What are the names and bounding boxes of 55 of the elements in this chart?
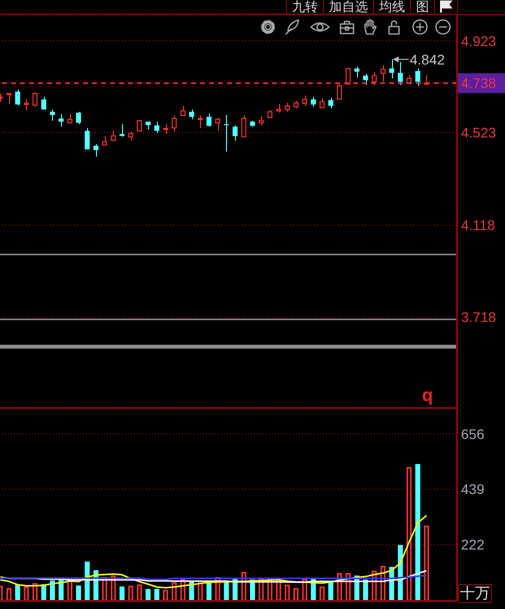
y-tick-label: 656	[461, 426, 485, 442]
candlestick	[189, 109, 194, 120]
candlestick	[84, 128, 90, 150]
bar	[15, 584, 20, 601]
candlestick	[154, 121, 160, 134]
bar	[424, 526, 429, 601]
bar	[406, 467, 412, 601]
bar	[136, 584, 142, 601]
candlestick	[354, 66, 360, 78]
y-tick-label: 4.523	[461, 124, 496, 140]
annotation: 图	[416, 0, 429, 14]
candlestick	[41, 96, 46, 110]
bar	[154, 588, 160, 601]
bar	[320, 586, 325, 601]
annotation: 九转	[292, 0, 318, 14]
bar	[302, 578, 308, 601]
annotation: 加自选	[329, 0, 368, 14]
bar	[163, 590, 168, 601]
candlestick	[363, 74, 368, 86]
bar	[415, 464, 420, 601]
candlestick	[15, 88, 20, 106]
candlestick	[93, 144, 98, 158]
candlestick	[232, 125, 238, 142]
y-tick-label: 4.923	[461, 32, 496, 49]
candlestick	[310, 96, 316, 108]
candlestick	[76, 111, 82, 125]
candlestick	[50, 109, 55, 122]
annotation: 均线	[379, 0, 405, 14]
line-series	[0, 570, 428, 583]
y-tick-label: 439	[461, 481, 485, 498]
bar	[120, 586, 125, 601]
bar	[284, 584, 290, 601]
bar	[128, 586, 134, 601]
candlestick	[224, 114, 229, 152]
candlestick	[398, 61, 403, 86]
candlestick	[415, 68, 420, 87]
y-tick-label: 3.718	[461, 308, 496, 325]
bar	[146, 589, 151, 601]
annotation: q	[422, 385, 433, 405]
annotation: 4.842	[410, 51, 446, 68]
candlestick	[328, 97, 334, 109]
ref-line-label: 4.738	[461, 75, 496, 92]
y-tick-label: 4.118	[461, 217, 496, 234]
line-series	[0, 514, 428, 589]
y-tick-label: 222	[461, 536, 485, 552]
bar	[76, 585, 82, 601]
y-axis-title: 十万	[458, 584, 492, 603]
candlestick	[120, 124, 125, 138]
candlestick	[389, 58, 394, 79]
candlestick	[58, 114, 64, 128]
bar	[293, 588, 298, 601]
bar	[24, 586, 29, 601]
candlestick	[206, 112, 212, 128]
bar	[6, 588, 12, 601]
bar	[224, 582, 229, 601]
